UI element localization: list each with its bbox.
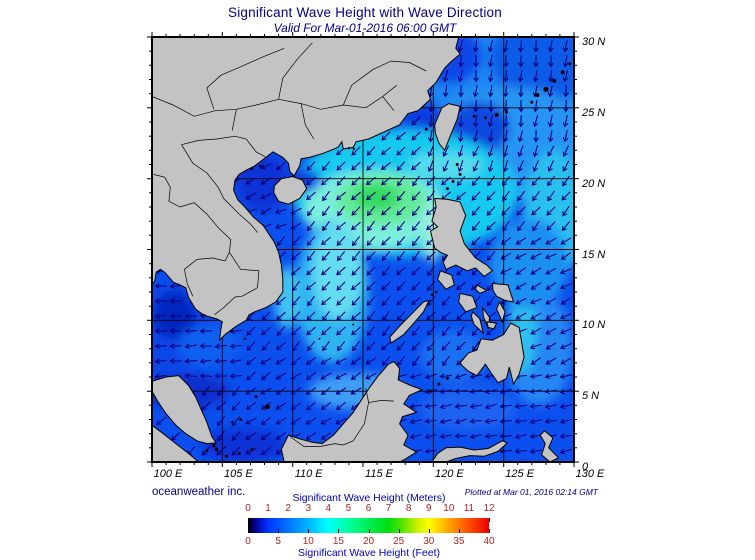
feet-tick-number: 15 <box>332 536 344 547</box>
meters-tick-number: 12 <box>483 503 495 514</box>
colorbar-tick <box>248 529 249 533</box>
lon-label: 120 E <box>434 468 464 480</box>
meters-tick-number: 9 <box>425 503 432 514</box>
lat-label: 10 N <box>582 319 606 332</box>
plotted-timestamp: Plotted at Mar 01, 2016 02:14 GMT <box>464 487 598 497</box>
colorbar-tick <box>308 529 310 533</box>
colorbar-tick <box>428 529 430 533</box>
lon-label: 125 E <box>505 468 535 480</box>
meters-tick-number: 8 <box>405 503 412 514</box>
meters-tick-number: 7 <box>385 503 392 514</box>
lon-label: 115 E <box>365 468 393 480</box>
meters-tick-number: 1 <box>265 503 271 514</box>
oceanweather-credit: oceanweather inc. <box>152 486 246 498</box>
map-canvas <box>147 32 579 467</box>
feet-tick-number: 30 <box>423 536 435 547</box>
colorbar-tick <box>489 529 490 533</box>
feet-tick-number: 20 <box>362 536 375 547</box>
meters-tick-number: 2 <box>285 503 291 514</box>
lon-label: 105 E <box>223 468 253 480</box>
colorbar-tick <box>278 529 280 533</box>
meters-tick-number: 0 <box>245 503 251 514</box>
meters-tick-number: 10 <box>443 503 455 514</box>
colorbar-tick <box>489 518 490 522</box>
meters-tick-number: 5 <box>345 503 352 514</box>
colorbar-title-feet: Significant Wave Height (Feet) <box>297 547 440 559</box>
lat-label: 15 N <box>582 248 606 261</box>
meters-tick-number: 3 <box>305 503 312 514</box>
feet-tick-number: 35 <box>453 536 465 547</box>
feet-tick-number: 40 <box>483 536 495 547</box>
lat-label: 30 N <box>582 36 606 48</box>
lat-label: 20 N <box>582 177 606 190</box>
lon-label: 110 E <box>294 468 323 480</box>
lat-label: 25 N <box>582 106 606 119</box>
colorbar-title-meters: Significant Wave Height (Meters) <box>292 492 446 504</box>
feet-tick-number: 5 <box>275 536 281 547</box>
lat-label: 0 <box>582 461 589 473</box>
feet-tick-number: 25 <box>393 536 405 547</box>
meters-tick-number: 11 <box>463 503 475 514</box>
meters-tick-number: 4 <box>325 503 332 514</box>
meters-tick-number: 6 <box>365 503 372 514</box>
colorbar-tick <box>398 529 400 533</box>
colorbar-tick <box>458 529 460 533</box>
page-title: Significant Wave Height with Wave Direct… <box>228 5 502 20</box>
valid-time-subtitle: Valid For Mar-01-2016 06:00 GMT <box>273 21 457 35</box>
lat-label: 5 N <box>582 390 600 403</box>
colorbar-tick <box>338 529 340 533</box>
lon-label: 130 E <box>575 468 605 480</box>
lon-label: 100 E <box>153 468 183 480</box>
colorbar-tick <box>368 529 370 533</box>
feet-tick-number: 0 <box>245 536 251 547</box>
feet-tick-number: 10 <box>302 536 314 547</box>
